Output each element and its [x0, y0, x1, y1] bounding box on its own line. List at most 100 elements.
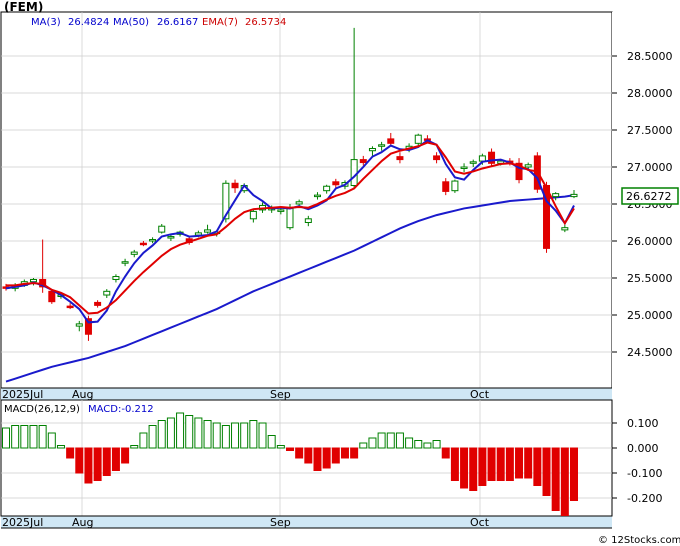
candle: [561, 224, 569, 233]
macd-legend-params: MACD(26,12,9): [4, 404, 80, 415]
price-tick-label: 24.5000: [627, 346, 673, 359]
legend-ma50-value: 26.6167: [157, 17, 198, 28]
price-date-axis: [1, 388, 612, 400]
macd-bar: [286, 447, 294, 451]
macd-bar: [185, 415, 194, 449]
macd-bar: [570, 447, 578, 501]
candle: [139, 241, 147, 247]
macd-bar: [194, 417, 203, 449]
macd-bar: [258, 422, 267, 449]
candle: [231, 179, 239, 193]
macd-bar: [560, 447, 569, 516]
candle: [313, 192, 321, 200]
candle: [249, 209, 257, 223]
price-tick-label: 28.0000: [627, 87, 673, 100]
legend-ema7-value: 26.5734: [245, 17, 286, 28]
ma50-line: [5, 194, 575, 383]
macd-bar: [166, 417, 175, 449]
macd-bar: [249, 420, 258, 449]
price-date-label: Sep: [270, 388, 291, 401]
macd-bar: [432, 440, 441, 449]
candle: [112, 274, 120, 283]
macd-bar: [515, 447, 524, 479]
macd-date-label: Sep: [270, 516, 291, 529]
macd-bar: [221, 425, 230, 449]
macd-legend-value: MACD:-0.212: [88, 404, 154, 415]
macd-bar: [111, 447, 120, 471]
macd-bar: [20, 425, 29, 449]
macd-tick-label: -0.100: [627, 467, 662, 480]
price-date-label: Oct: [470, 388, 490, 401]
candle: [158, 223, 166, 234]
macd-bar: [84, 447, 93, 484]
candle: [515, 158, 523, 184]
macd-bar: [450, 447, 459, 481]
candle: [332, 178, 340, 188]
price-tick-label: 25.0000: [627, 309, 673, 322]
price-y-axis: [612, 12, 680, 400]
candle: [149, 237, 157, 244]
candle: [66, 303, 74, 310]
macd-bar: [231, 422, 240, 449]
macd-bar: [139, 432, 148, 449]
candle: [543, 181, 551, 253]
macd-bar: [359, 442, 368, 449]
macd-date-label: Aug: [72, 516, 93, 529]
macd-bar: [505, 447, 514, 481]
macd-bar: [176, 412, 185, 449]
macd-bar: [157, 420, 166, 449]
price-tick-label: 28.5000: [627, 50, 673, 63]
macd-bar: [350, 447, 359, 459]
macd-bar: [340, 447, 349, 459]
macd-bar: [368, 437, 377, 449]
candle: [396, 152, 404, 164]
candle: [414, 133, 422, 147]
macd-bar: [276, 445, 285, 449]
price-date-label: 2025Jul: [2, 388, 43, 401]
price-date-label: Aug: [72, 388, 93, 401]
macd-bar: [11, 425, 20, 449]
ema7-line: [6, 141, 575, 315]
macd-bar: [212, 422, 221, 449]
macd-bar: [395, 432, 404, 449]
macd-bar: [386, 432, 395, 449]
candle: [368, 146, 376, 156]
macd-bar: [75, 447, 84, 474]
macd-bar: [322, 447, 331, 469]
macd-tick-label: 0.100: [627, 417, 659, 430]
candle: [460, 163, 468, 173]
macd-bar: [542, 447, 551, 496]
macd-bar: [267, 435, 276, 449]
macd-bar: [66, 447, 75, 459]
macd-bar: [313, 447, 322, 471]
candle: [442, 178, 450, 196]
candle: [75, 320, 83, 332]
macd-bar: [47, 432, 56, 449]
candle: [48, 289, 56, 304]
candle: [323, 184, 331, 194]
macd-bar: [423, 442, 432, 449]
price-tick-label: 27.0000: [627, 161, 673, 174]
candle: [387, 132, 395, 147]
candle: [103, 289, 111, 298]
candle: [304, 215, 312, 227]
candle: [84, 315, 92, 341]
macd-bar: [2, 427, 10, 449]
legend-ma3-label: MA(3): [31, 17, 61, 28]
legend-ma3-value: 26.4824: [68, 17, 109, 28]
macd-bar: [148, 425, 157, 449]
legend-ema7-label: EMA(7): [202, 17, 238, 28]
macd-date-label: Oct: [470, 516, 490, 529]
macd-bar: [331, 447, 340, 464]
candle: [488, 148, 496, 167]
macd-bar: [93, 447, 102, 481]
macd-bar: [414, 440, 423, 449]
candle: [378, 141, 386, 151]
ticker-title: (FEM): [4, 0, 43, 14]
macd-bar: [304, 447, 313, 464]
macd-tick-label: -0.200: [627, 492, 662, 505]
macd-bar: [441, 447, 450, 459]
candle: [451, 179, 459, 193]
macd-bar: [29, 425, 38, 449]
macd-bar: [240, 422, 249, 449]
